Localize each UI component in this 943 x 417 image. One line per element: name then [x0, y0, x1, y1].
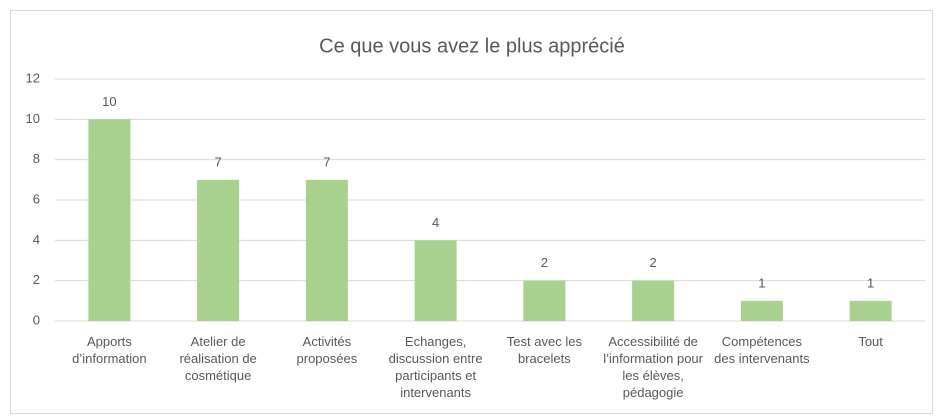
- bar: [849, 300, 892, 321]
- bar: [632, 280, 675, 321]
- data-label: 1: [758, 275, 765, 290]
- y-tick-label: 8: [33, 151, 40, 166]
- x-tick-label: Atelier de réalisation de cosmétique: [179, 334, 257, 383]
- data-label: 2: [541, 255, 548, 270]
- x-tick-label: Activités proposées: [296, 334, 358, 366]
- y-tick-label: 6: [33, 191, 40, 206]
- x-tick-label: Tout: [858, 334, 883, 349]
- x-tick-label: Test avec les bracelets: [506, 334, 582, 366]
- data-label: 2: [650, 255, 657, 270]
- y-tick-label: 10: [26, 111, 40, 126]
- y-tick-label: 2: [33, 272, 40, 287]
- y-tick-label: 4: [33, 232, 40, 247]
- bar: [305, 179, 348, 321]
- bar: [88, 119, 131, 321]
- x-tick-label: Apports d’information: [72, 334, 147, 366]
- data-label: 10: [102, 94, 116, 109]
- data-label: 4: [432, 215, 439, 230]
- data-label: 1: [867, 275, 874, 290]
- chart-border: [10, 10, 933, 414]
- bar: [740, 300, 783, 321]
- bar: [523, 280, 566, 321]
- bar: [414, 240, 457, 321]
- bar: [197, 179, 240, 321]
- x-tick-label: Compétences des intervenants: [714, 334, 810, 366]
- y-tick-label: 12: [26, 70, 40, 85]
- y-tick-label: 0: [33, 312, 40, 327]
- data-label: 7: [323, 154, 330, 169]
- data-label: 7: [215, 154, 222, 169]
- x-tick-label: Echanges, discussion entre participants …: [388, 334, 483, 400]
- x-tick-label: Accessibilité de l’information pour les …: [603, 334, 703, 400]
- chart-title: Ce que vous avez le plus apprécié: [319, 35, 625, 57]
